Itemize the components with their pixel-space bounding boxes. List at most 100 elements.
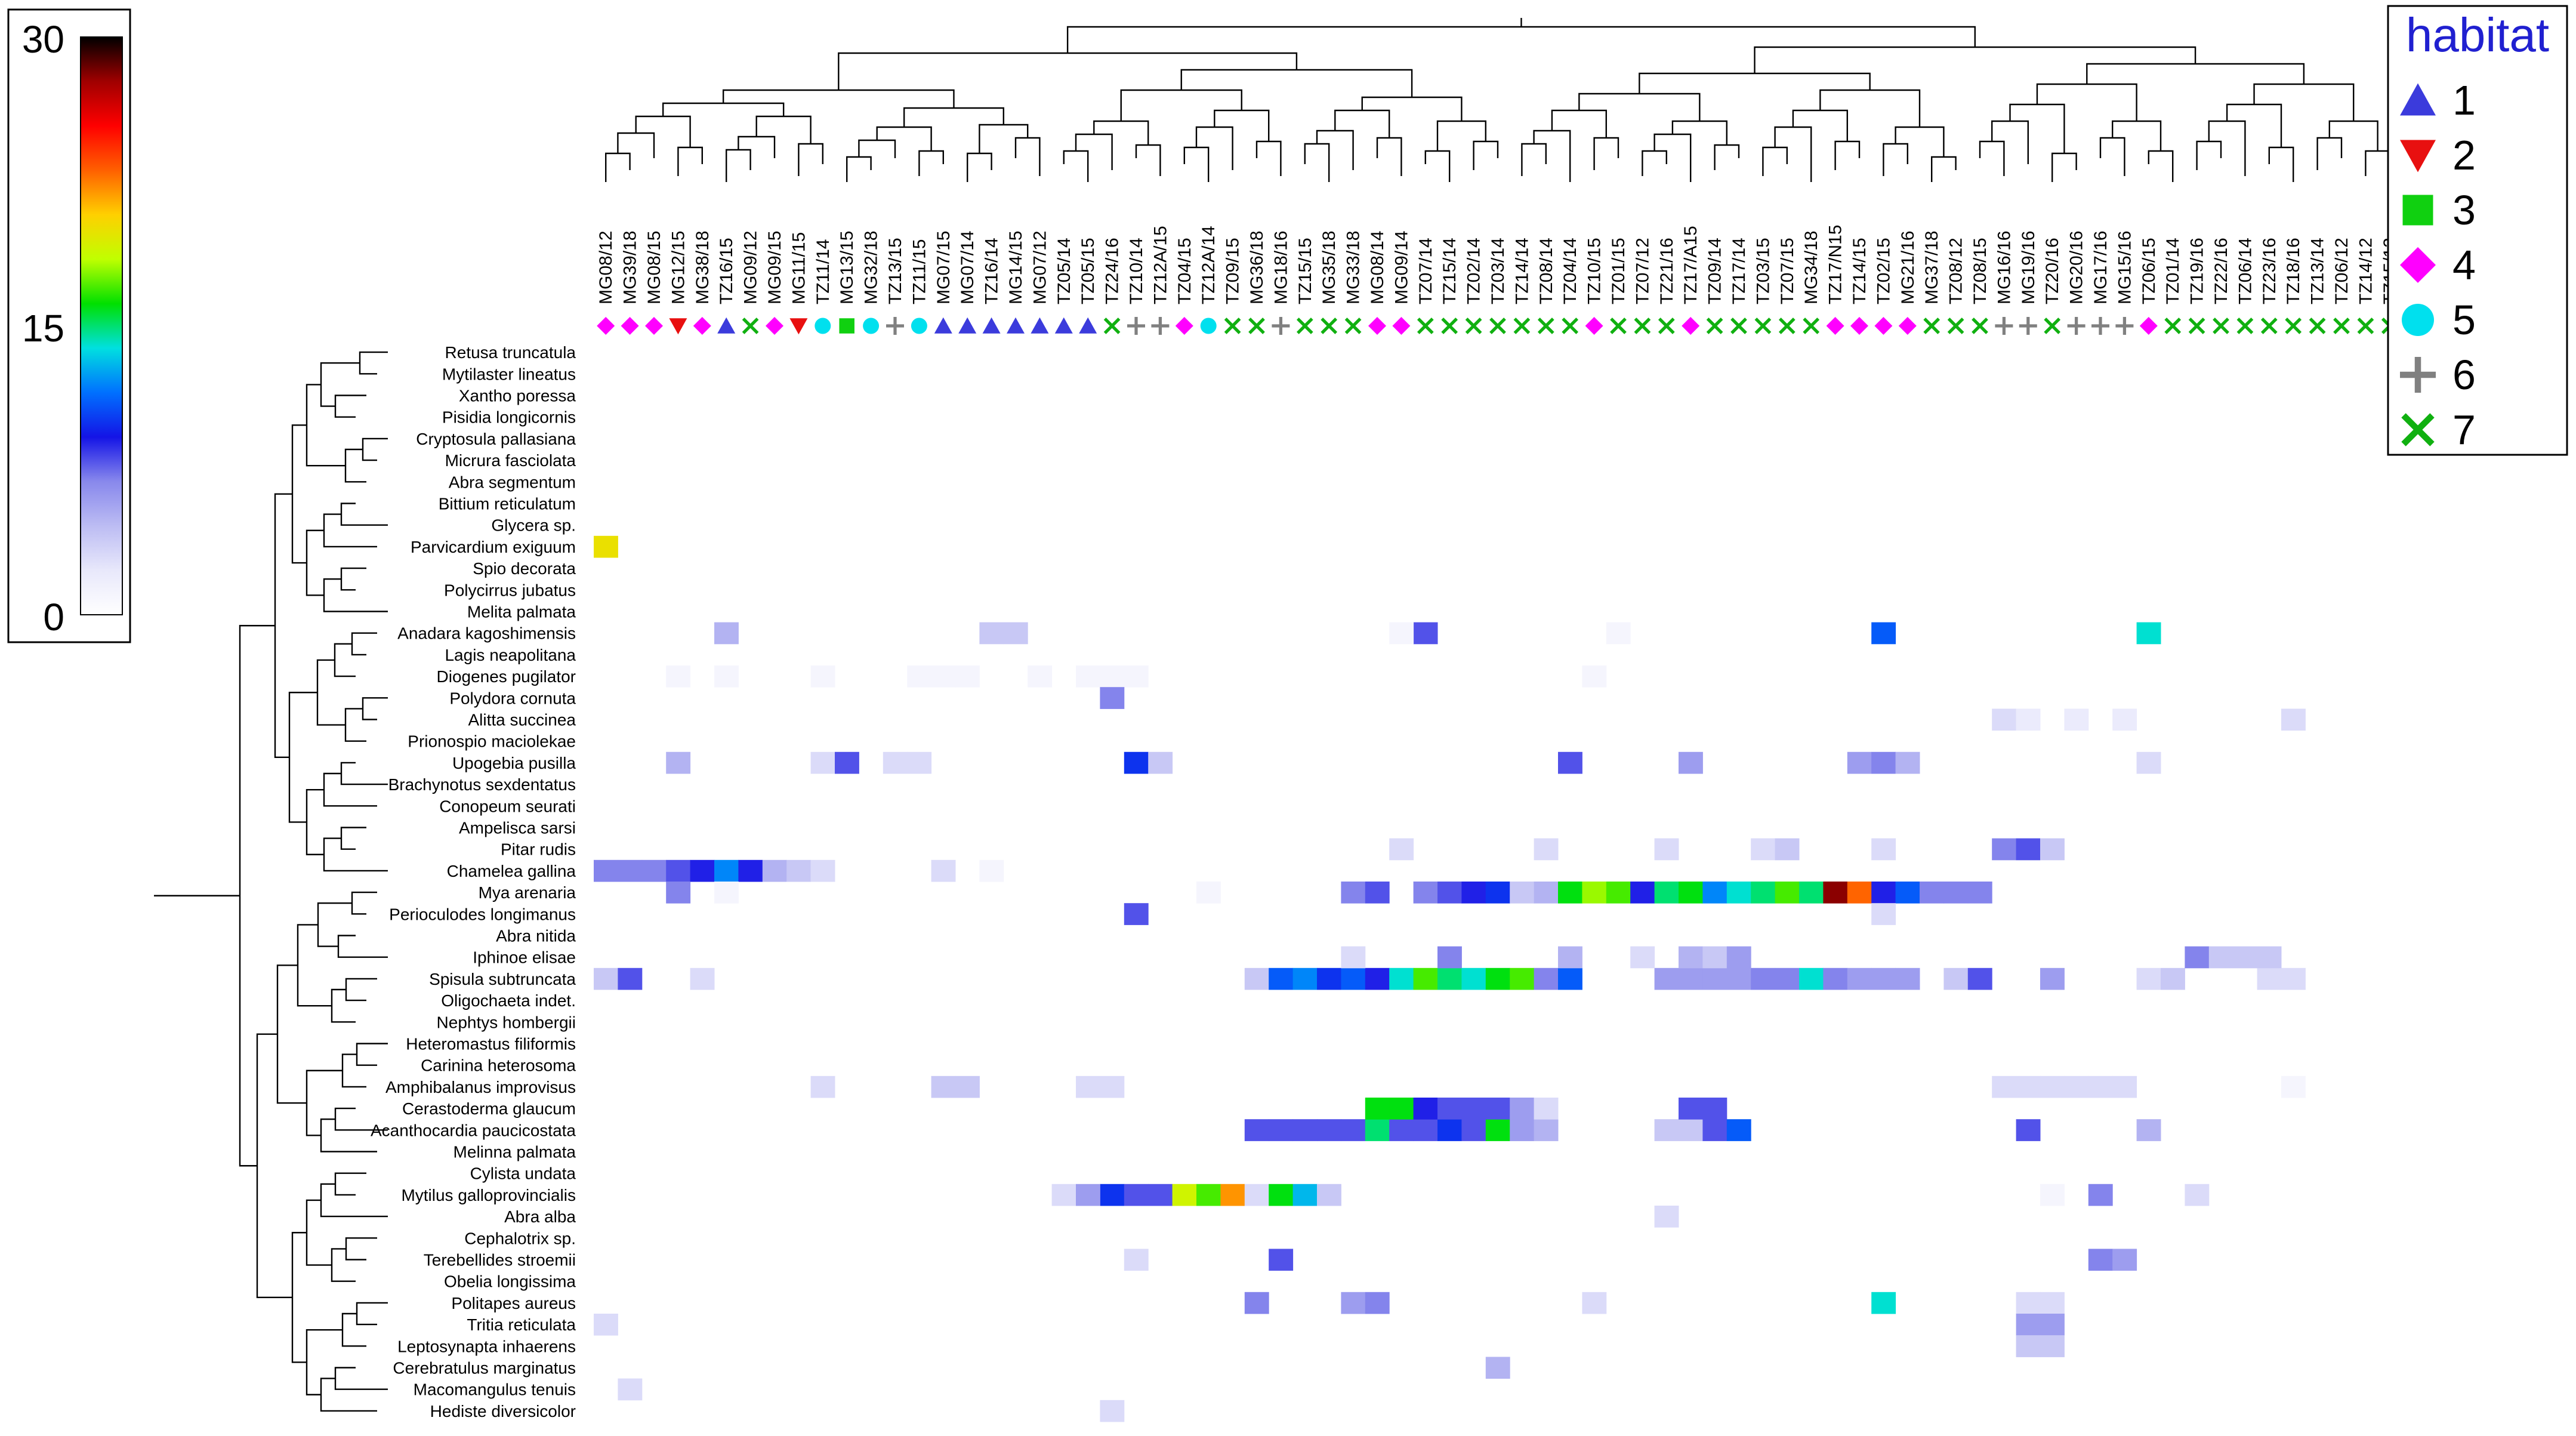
column-label: TZ05/14 [1054, 238, 1074, 304]
heatmap-cell [1871, 903, 1896, 925]
column-habitat-marker [2285, 318, 2302, 334]
column-label: TZ07/15 [1778, 238, 1797, 304]
column-habitat-marker [1874, 317, 1893, 335]
heatmap-cell [1582, 665, 1607, 688]
dendrogram-branch [2316, 137, 2343, 170]
column-habitat-marker [1923, 318, 1941, 334]
column-label: TZ17/A15 [1681, 226, 1701, 304]
heatmap-cell [1365, 1292, 1390, 1314]
column-habitat-symbols [597, 317, 2398, 335]
dendrogram-branch [276, 964, 307, 1104]
heatmap-cell [1461, 1098, 1486, 1120]
column-habitat-marker [1898, 317, 1917, 335]
column-habitat-marker [2309, 318, 2326, 334]
column-habitat-marker [1562, 318, 1579, 334]
heatmap-cell [907, 665, 932, 688]
dendrogram-branch [1063, 150, 1089, 182]
dendrogram-branch [323, 578, 388, 612]
row-label: Pisidia longicornis [442, 408, 576, 427]
heatmap-cell [1028, 665, 1053, 688]
row-label: Conopeum seurati [439, 797, 576, 815]
column-label: TZ01/15 [1609, 238, 1628, 304]
row-label: Abra alba [504, 1207, 576, 1226]
column-label: MG09/15 [765, 231, 785, 304]
dendrogram-branch [1671, 120, 1727, 145]
dendrogram-branch [320, 1118, 377, 1153]
column-label: TZ08/14 [1537, 238, 1556, 304]
column-habitat-marker [958, 317, 977, 334]
column-habitat-marker [1730, 318, 1747, 334]
heatmap-cell [1702, 1098, 1727, 1120]
heatmap-cell [1317, 1119, 1341, 1141]
heatmap-cell [2040, 967, 2065, 990]
column-label: MG37/18 [1922, 231, 1942, 304]
heatmap-cells [594, 535, 2306, 1422]
heatmap-cell [2040, 838, 2065, 861]
heatmap-cell [1967, 967, 1992, 990]
legend-symbol [2400, 247, 2436, 283]
dendrogram-branch [1180, 69, 1413, 97]
column-label: TZ10/14 [1127, 238, 1146, 304]
heatmap-cell [883, 751, 908, 774]
heatmap-cell [2040, 1314, 2065, 1336]
heatmap-cell [1413, 882, 1438, 904]
heatmap-cell [1269, 1249, 1294, 1271]
dendrogram-branch [323, 772, 377, 807]
heatmap-cell [1582, 882, 1607, 904]
column-habitat-marker [1368, 317, 1386, 335]
heatmap-cell [1292, 1119, 1318, 1141]
dendrogram-branch [334, 1172, 366, 1196]
column-habitat-marker [1682, 317, 1700, 335]
heatmap-cell [1389, 1119, 1414, 1141]
dendrogram-branch [362, 697, 388, 720]
column-habitat-marker [1392, 317, 1411, 335]
dendrogram-branch [291, 424, 307, 564]
column-habitat-marker [1465, 318, 1482, 334]
dendrogram-branch [1774, 126, 1812, 182]
column-habitat-marker [1031, 317, 1049, 334]
heatmap-cell [1413, 1098, 1438, 1120]
heatmap-cell [2016, 1314, 2041, 1336]
dendrogram-branch [306, 1199, 332, 1266]
column-habitat-marker [742, 318, 759, 334]
column-habitat-marker [693, 317, 711, 335]
heatmap-cell [1100, 1076, 1125, 1098]
dendrogram-branch [356, 1302, 388, 1326]
dendrogram-branch [1014, 137, 1041, 176]
row-label: Anadara kagoshimensis [397, 624, 576, 643]
row-label: Upogebia pusilla [452, 754, 576, 772]
heatmap-cell [2112, 1076, 2137, 1098]
heatmap-cell [2208, 946, 2233, 969]
habitat-legend: habitat 1 2 3 4 5 6 7 [2387, 5, 2568, 456]
heatmap-cell [2185, 946, 2210, 969]
heatmap-cell [1003, 622, 1028, 645]
heatmap-cell [2136, 967, 2161, 990]
row-label: Xantho poressa [459, 387, 576, 405]
row-label: Diogenes pugilator [437, 667, 576, 686]
column-label: TZ07/12 [1633, 238, 1652, 304]
column-label: TZ18/16 [2284, 238, 2303, 304]
heatmap-cell [1630, 946, 1655, 969]
dendrogram-branch [323, 837, 388, 872]
dendrogram-branch [341, 1312, 366, 1347]
column-habitat-marker [717, 317, 736, 334]
row-label: Abra nitida [496, 927, 576, 945]
heatmap-cell [1751, 882, 1776, 904]
dendrogram-branch [334, 1367, 388, 1390]
heatmap-cell [1341, 967, 1366, 990]
column-label: TZ16/14 [982, 238, 1002, 304]
row-label: Macomangulus tenuis [414, 1380, 576, 1399]
heatmap-cell [1100, 687, 1125, 709]
heatmap-cell [2233, 946, 2258, 969]
dendrogram-branch [340, 827, 366, 850]
column-habitat-marker [1272, 317, 1290, 335]
heatmap-cell [1630, 882, 1655, 904]
heatmap-cell [1485, 967, 1510, 990]
heatmap-cell [1485, 1119, 1510, 1141]
heatmap-cell [2185, 1184, 2210, 1206]
heatmap-cell [641, 859, 667, 882]
column-habitat-marker [2213, 318, 2229, 334]
row-label: Acanthocardia paucicostata [371, 1121, 576, 1139]
heatmap-cell [1124, 1249, 1149, 1271]
dendrogram-branch [662, 102, 785, 116]
